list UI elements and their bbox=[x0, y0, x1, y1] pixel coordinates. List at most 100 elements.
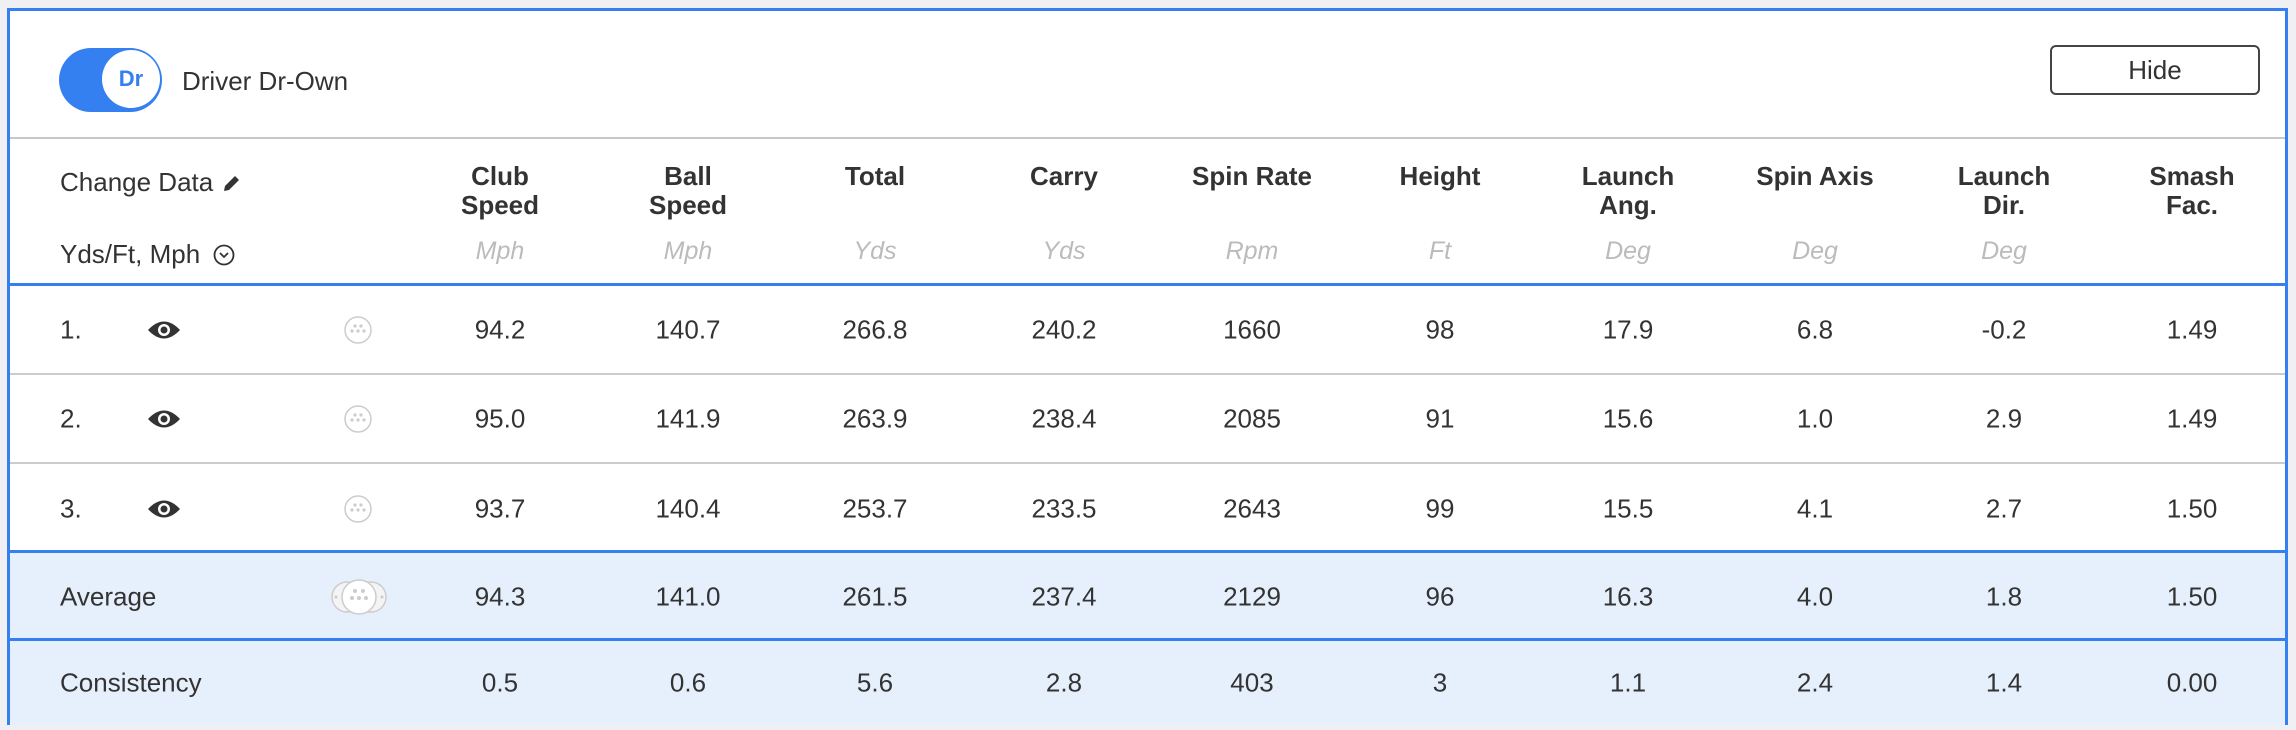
column-header-line2: Speed bbox=[460, 190, 540, 220]
change-data-button[interactable]: Change Data bbox=[60, 167, 242, 198]
cell-value: -0.2 bbox=[1981, 314, 2027, 344]
cell-value: 91 bbox=[1425, 403, 1455, 433]
column-header-line1: Total bbox=[844, 161, 906, 191]
cell-value: 94.2 bbox=[474, 314, 526, 344]
cell-value: 98 bbox=[1425, 314, 1455, 344]
cell-value: 15.6 bbox=[1602, 403, 1654, 433]
column-unit: Ft bbox=[1428, 237, 1452, 265]
cell-value: 140.7 bbox=[655, 314, 721, 344]
units-select[interactable]: Yds/Ft, Mph bbox=[60, 239, 235, 270]
shot-data-panel: Dr Driver Dr-Own Hide Change Data Yds/Ft… bbox=[7, 8, 2288, 725]
cell-value: 15.5 bbox=[1602, 493, 1654, 523]
cell-value: 1.49 bbox=[2166, 403, 2218, 433]
eye-icon[interactable] bbox=[147, 408, 181, 430]
chevron-down-circle-icon bbox=[213, 244, 235, 266]
row-label: Consistency bbox=[60, 667, 202, 698]
column-header: Launch Dir. bbox=[1914, 162, 2094, 220]
cell-value: 99 bbox=[1425, 493, 1455, 523]
column-unit: Deg bbox=[1792, 237, 1838, 265]
cell-value: 140.4 bbox=[655, 493, 721, 523]
column-header-line2: Speed bbox=[648, 190, 728, 220]
cell-value: 3 bbox=[1432, 667, 1448, 698]
row-label: Average bbox=[60, 581, 157, 612]
column-unit: Mph bbox=[663, 237, 713, 265]
column-unit: Mph bbox=[475, 237, 525, 265]
column-header-line2: Dir. bbox=[1983, 190, 2025, 220]
cell-value: 141.0 bbox=[655, 581, 721, 612]
cell-value: 240.2 bbox=[1031, 314, 1097, 344]
club-name: Driver Dr-Own bbox=[182, 66, 349, 96]
cell-value: 2129 bbox=[1223, 581, 1281, 612]
hide-button[interactable]: Hide bbox=[2050, 45, 2260, 95]
cell-value: 1.50 bbox=[2166, 581, 2218, 612]
cell-value: 141.9 bbox=[655, 403, 721, 433]
cell-value: 1.8 bbox=[1985, 581, 2023, 612]
column-header-line1: Spin Axis bbox=[1756, 161, 1874, 191]
column-unit: Deg bbox=[1605, 237, 1651, 265]
column-header-line1: Launch bbox=[1581, 161, 1675, 191]
row-label: 3. bbox=[60, 493, 82, 523]
cell-value: 6.8 bbox=[1796, 314, 1834, 344]
club-toggle[interactable]: Dr bbox=[59, 48, 162, 112]
units-select-label: Yds/Ft, Mph bbox=[60, 239, 201, 269]
row-label: 2. bbox=[60, 403, 82, 433]
column-header-line1: Smash bbox=[2149, 161, 2235, 191]
cell-value: 2.8 bbox=[1045, 667, 1083, 698]
cell-value: 238.4 bbox=[1031, 403, 1097, 433]
cell-value: 263.9 bbox=[842, 403, 908, 433]
average-row: Average 94.3 141.0 261.5 237.4 2129 96 16.3 4.0 1… bbox=[10, 550, 2285, 641]
column-header: Total bbox=[785, 162, 965, 191]
cell-value: 2.9 bbox=[1985, 403, 2023, 433]
golf-balls-stack-icon bbox=[331, 579, 387, 615]
shot-row[interactable]: 3. 93.7 140.4 253.7 233.5 2643 99 15.5 4.1 2.7 1.5… bbox=[10, 464, 2285, 553]
column-header: Smash Fac. bbox=[2102, 162, 2282, 220]
shot-row[interactable]: 1. 94.2 140.7 266.8 240.2 1660 98 17.9 6.8 -0.2 1.… bbox=[10, 286, 2285, 375]
column-header: Ball Speed bbox=[598, 162, 778, 220]
cell-value: 0.00 bbox=[2166, 667, 2218, 698]
cell-value: 16.3 bbox=[1602, 581, 1654, 612]
cell-value: 2085 bbox=[1223, 403, 1281, 433]
cell-value: 403 bbox=[1230, 667, 1274, 698]
cell-value: 2643 bbox=[1223, 493, 1281, 523]
cell-value: 233.5 bbox=[1031, 493, 1097, 523]
cell-value: 94.3 bbox=[474, 581, 526, 612]
column-header-line2: Ang. bbox=[1599, 190, 1657, 220]
column-header-line1: Launch bbox=[1957, 161, 2051, 191]
column-header: Launch Ang. bbox=[1538, 162, 1718, 220]
row-label: 1. bbox=[60, 314, 82, 344]
cell-value: 261.5 bbox=[842, 581, 908, 612]
cell-value: 0.6 bbox=[669, 667, 707, 698]
column-header-line1: Club bbox=[471, 161, 529, 191]
cell-value: 253.7 bbox=[842, 493, 908, 523]
column-header-line1: Ball bbox=[664, 161, 712, 191]
cell-value: 1.0 bbox=[1796, 403, 1834, 433]
shot-row[interactable]: 2. 95.0 141.9 263.9 238.4 2085 91 15.6 1.0 2.9 1.4… bbox=[10, 375, 2285, 464]
cell-value: 1.4 bbox=[1985, 667, 2023, 698]
column-unit: Yds bbox=[1042, 237, 1086, 265]
column-unit: Yds bbox=[853, 237, 897, 265]
golf-ball-icon bbox=[344, 494, 372, 523]
cell-value: 266.8 bbox=[842, 314, 908, 344]
cell-value: 1660 bbox=[1223, 314, 1281, 344]
eye-icon[interactable] bbox=[147, 319, 181, 341]
change-data-label: Change Data bbox=[60, 167, 214, 197]
column-unit: Deg bbox=[1981, 237, 2027, 265]
cell-value: 17.9 bbox=[1602, 314, 1654, 344]
cell-value: 5.6 bbox=[856, 667, 894, 698]
cell-value: 2.7 bbox=[1985, 493, 2023, 523]
pencil-icon bbox=[224, 176, 240, 191]
cell-value: 96 bbox=[1425, 581, 1455, 612]
column-header-line2: Fac. bbox=[2165, 190, 2219, 220]
cell-value: 237.4 bbox=[1031, 581, 1097, 612]
cell-value: 1.50 bbox=[2166, 493, 2218, 523]
cell-value: 2.4 bbox=[1796, 667, 1834, 698]
column-header: Club Speed bbox=[410, 162, 590, 220]
column-header-line1: Spin Rate bbox=[1192, 161, 1312, 191]
club-toggle-knob: Dr bbox=[102, 50, 160, 108]
eye-icon[interactable] bbox=[147, 498, 181, 520]
column-unit: Rpm bbox=[1225, 237, 1279, 265]
cell-value: 4.1 bbox=[1796, 493, 1834, 523]
cell-value: 4.0 bbox=[1796, 581, 1834, 612]
golf-ball-icon bbox=[344, 404, 372, 433]
cell-value: 1.1 bbox=[1609, 667, 1647, 698]
